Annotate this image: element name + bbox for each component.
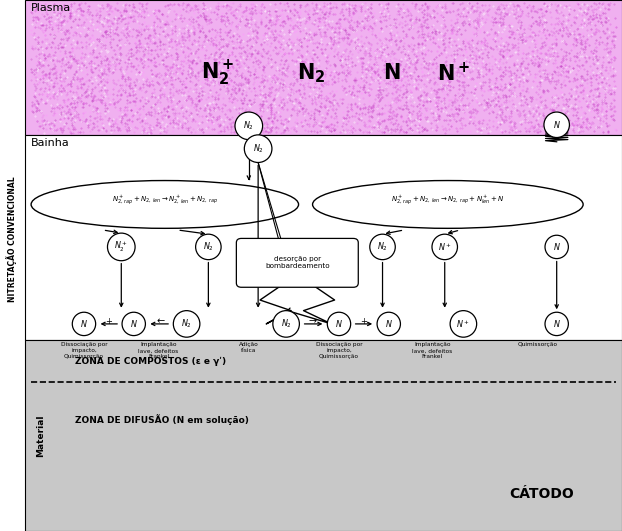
Ellipse shape: [273, 311, 299, 337]
Text: $N^+$: $N^+$: [457, 318, 470, 330]
Text: $\mathbf{N_2}$: $\mathbf{N_2}$: [297, 61, 325, 85]
Text: $\mathbf{N_2^+}$: $\mathbf{N_2^+}$: [201, 58, 234, 88]
Text: Bainha: Bainha: [31, 138, 70, 148]
Text: Implantação
lave, defeitos
Frankel: Implantação lave, defeitos Frankel: [139, 342, 179, 359]
Text: $N_2$: $N_2$: [253, 142, 264, 155]
Text: $N_2$: $N_2$: [243, 119, 254, 132]
Text: $N_2^+$: $N_2^+$: [114, 240, 128, 254]
Ellipse shape: [545, 235, 569, 259]
Bar: [25, 135, 622, 340]
Text: $N$: $N$: [80, 319, 88, 329]
Text: $N_2$: $N_2$: [181, 318, 192, 330]
Ellipse shape: [545, 312, 569, 336]
Text: desorção por
bombardeamento: desorção por bombardeamento: [265, 256, 330, 269]
Text: $N^+$: $N^+$: [438, 241, 452, 253]
Ellipse shape: [196, 234, 221, 260]
Text: Adição
física: Adição física: [239, 342, 259, 353]
Text: ZONA DE DIFUSÃO (N em solução): ZONA DE DIFUSÃO (N em solução): [75, 414, 249, 425]
Text: Quimissorção: Quimissorção: [518, 342, 558, 347]
Ellipse shape: [377, 312, 401, 336]
Ellipse shape: [122, 312, 146, 336]
Text: +: +: [360, 317, 368, 326]
Text: Material: Material: [36, 414, 45, 457]
FancyBboxPatch shape: [236, 238, 358, 287]
Text: CÁTODO: CÁTODO: [509, 487, 573, 501]
Ellipse shape: [432, 234, 457, 260]
Text: ZONA DE COMPOSTOS (ε e γʹ): ZONA DE COMPOSTOS (ε e γʹ): [75, 356, 226, 366]
Text: $N^+_{2,\,rap}+N_{2,\,len}\rightarrow N_{2,\,rap}+N^+_{len}+N$: $N^+_{2,\,rap}+N_{2,\,len}\rightarrow N_…: [391, 193, 504, 207]
Ellipse shape: [450, 311, 476, 337]
Text: $N$: $N$: [553, 242, 560, 252]
Text: $N$: $N$: [553, 319, 560, 329]
Text: $N$: $N$: [385, 319, 392, 329]
Text: $N$: $N$: [130, 319, 137, 329]
Text: +: +: [105, 317, 113, 326]
Ellipse shape: [370, 234, 395, 260]
Text: →: →: [309, 316, 317, 326]
Text: $N_2$: $N_2$: [203, 241, 214, 253]
Ellipse shape: [31, 181, 299, 228]
Text: $\mathbf{N^+}$: $\mathbf{N^+}$: [437, 62, 471, 84]
Ellipse shape: [312, 181, 583, 228]
Ellipse shape: [108, 233, 135, 261]
Text: Dissociação por
impacto,
Quimissorção: Dissociação por impacto, Quimissorção: [316, 342, 362, 359]
Text: $N_2$: $N_2$: [281, 318, 292, 330]
Ellipse shape: [544, 112, 569, 138]
Text: NITRETAÇÃO CONVENCIONAL: NITRETAÇÃO CONVENCIONAL: [6, 176, 17, 302]
Ellipse shape: [174, 311, 200, 337]
Ellipse shape: [327, 312, 351, 336]
Text: $N^+_{2,\,rap}+N_{2,\,len}\rightarrow N^+_{2,\,len}+N_{2,\,rap}$: $N^+_{2,\,rap}+N_{2,\,len}\rightarrow N^…: [112, 193, 218, 207]
Text: Dissociação por
impacto,
Quimissorção: Dissociação por impacto, Quimissorção: [61, 342, 107, 359]
Ellipse shape: [235, 112, 262, 140]
Text: Implantação
lave, defeitos
Frankel: Implantação lave, defeitos Frankel: [412, 342, 452, 359]
Text: $N$: $N$: [335, 319, 343, 329]
Text: Plasma: Plasma: [31, 3, 72, 13]
Ellipse shape: [72, 312, 96, 336]
Bar: [25, 0, 622, 135]
Text: ←: ←: [156, 316, 164, 326]
Bar: [25, 340, 622, 531]
Text: $\mathbf{N}$: $\mathbf{N}$: [383, 63, 401, 83]
Ellipse shape: [244, 135, 272, 162]
Text: $N$: $N$: [553, 119, 560, 130]
Text: $N_2$: $N_2$: [377, 241, 388, 253]
